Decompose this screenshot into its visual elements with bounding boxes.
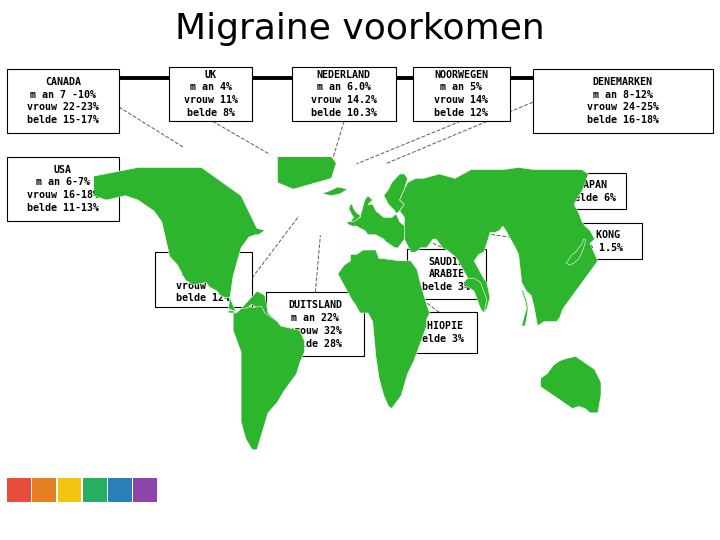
- Text: DUITSLAND
m an 22%
vrouw 32%
belde 28%: DUITSLAND m an 22% vrouw 32% belde 28%: [288, 300, 342, 348]
- Bar: [133, 478, 157, 502]
- Text: JAPAN
belde 6%: JAPAN belde 6%: [568, 180, 616, 202]
- Polygon shape: [347, 174, 408, 248]
- FancyBboxPatch shape: [292, 66, 396, 121]
- FancyBboxPatch shape: [413, 66, 510, 121]
- Text: NEDERLAND
m an 6.0%
vrouw 14.2%
belde 10.3%: NEDERLAND m an 6.0% vrouw 14.2% belde 10…: [311, 70, 377, 118]
- Polygon shape: [349, 204, 360, 222]
- Polygon shape: [463, 278, 487, 313]
- Polygon shape: [629, 404, 639, 417]
- Polygon shape: [94, 167, 277, 324]
- Text: CANADA
m an 7 -10%
vrouw 22-23%
belde 15-17%: CANADA m an 7 -10% vrouw 22-23% belde 15…: [27, 77, 99, 125]
- Bar: [7, 478, 31, 502]
- FancyBboxPatch shape: [544, 224, 642, 259]
- Polygon shape: [541, 356, 601, 413]
- FancyBboxPatch shape: [155, 252, 252, 307]
- FancyBboxPatch shape: [7, 157, 119, 221]
- Text: HONG KONG
belde 1.5%: HONG KONG belde 1.5%: [563, 230, 623, 253]
- Bar: [58, 478, 81, 502]
- Text: Aangenaam dichtbij.: Aangenaam dichtbij.: [566, 508, 709, 522]
- FancyBboxPatch shape: [169, 66, 252, 121]
- Polygon shape: [322, 187, 347, 195]
- Text: DENEMARKEN
m an 8-12%
vrouw 24-25%
belde 16-18%: DENEMARKEN m an 8-12% vrouw 24-25% belde…: [587, 77, 659, 125]
- FancyBboxPatch shape: [407, 249, 486, 299]
- Polygon shape: [338, 250, 430, 409]
- Bar: [32, 478, 56, 502]
- Text: FRANKRIJK
m an 6%
vrouw 18%
belde 12%: FRANKRIJK m an 6% vrouw 18% belde 12%: [176, 255, 230, 303]
- FancyBboxPatch shape: [533, 69, 713, 133]
- Text: Migraine voorkomen: Migraine voorkomen: [175, 12, 545, 46]
- Bar: [83, 478, 107, 502]
- Polygon shape: [400, 167, 598, 326]
- FancyBboxPatch shape: [7, 69, 119, 133]
- Text: Ziekenhuis: Ziekenhuis: [7, 509, 79, 522]
- Polygon shape: [233, 306, 305, 450]
- FancyBboxPatch shape: [402, 312, 477, 353]
- Polygon shape: [566, 239, 585, 265]
- Bar: [108, 478, 132, 502]
- Polygon shape: [518, 287, 528, 326]
- FancyBboxPatch shape: [266, 292, 364, 356]
- Text: Amstelland: Amstelland: [7, 524, 82, 537]
- Text: SAUDIE
ARABIE
belde 3%: SAUDIE ARABIE belde 3%: [423, 256, 470, 292]
- Text: ETHIOPIE
belde 3%: ETHIOPIE belde 3%: [415, 321, 464, 344]
- FancyBboxPatch shape: [558, 173, 626, 209]
- Text: UK
m an 4%
vrouw 11%
belde 8%: UK m an 4% vrouw 11% belde 8%: [184, 70, 238, 118]
- Polygon shape: [277, 148, 336, 189]
- Text: NOORWEGEN
m an 5%
vrouw 14%
belde 12%: NOORWEGEN m an 5% vrouw 14% belde 12%: [434, 70, 488, 118]
- Text: USA
m an 6-7%
vrouw 16-18%
belde 11-13%: USA m an 6-7% vrouw 16-18% belde 11-13%: [27, 165, 99, 213]
